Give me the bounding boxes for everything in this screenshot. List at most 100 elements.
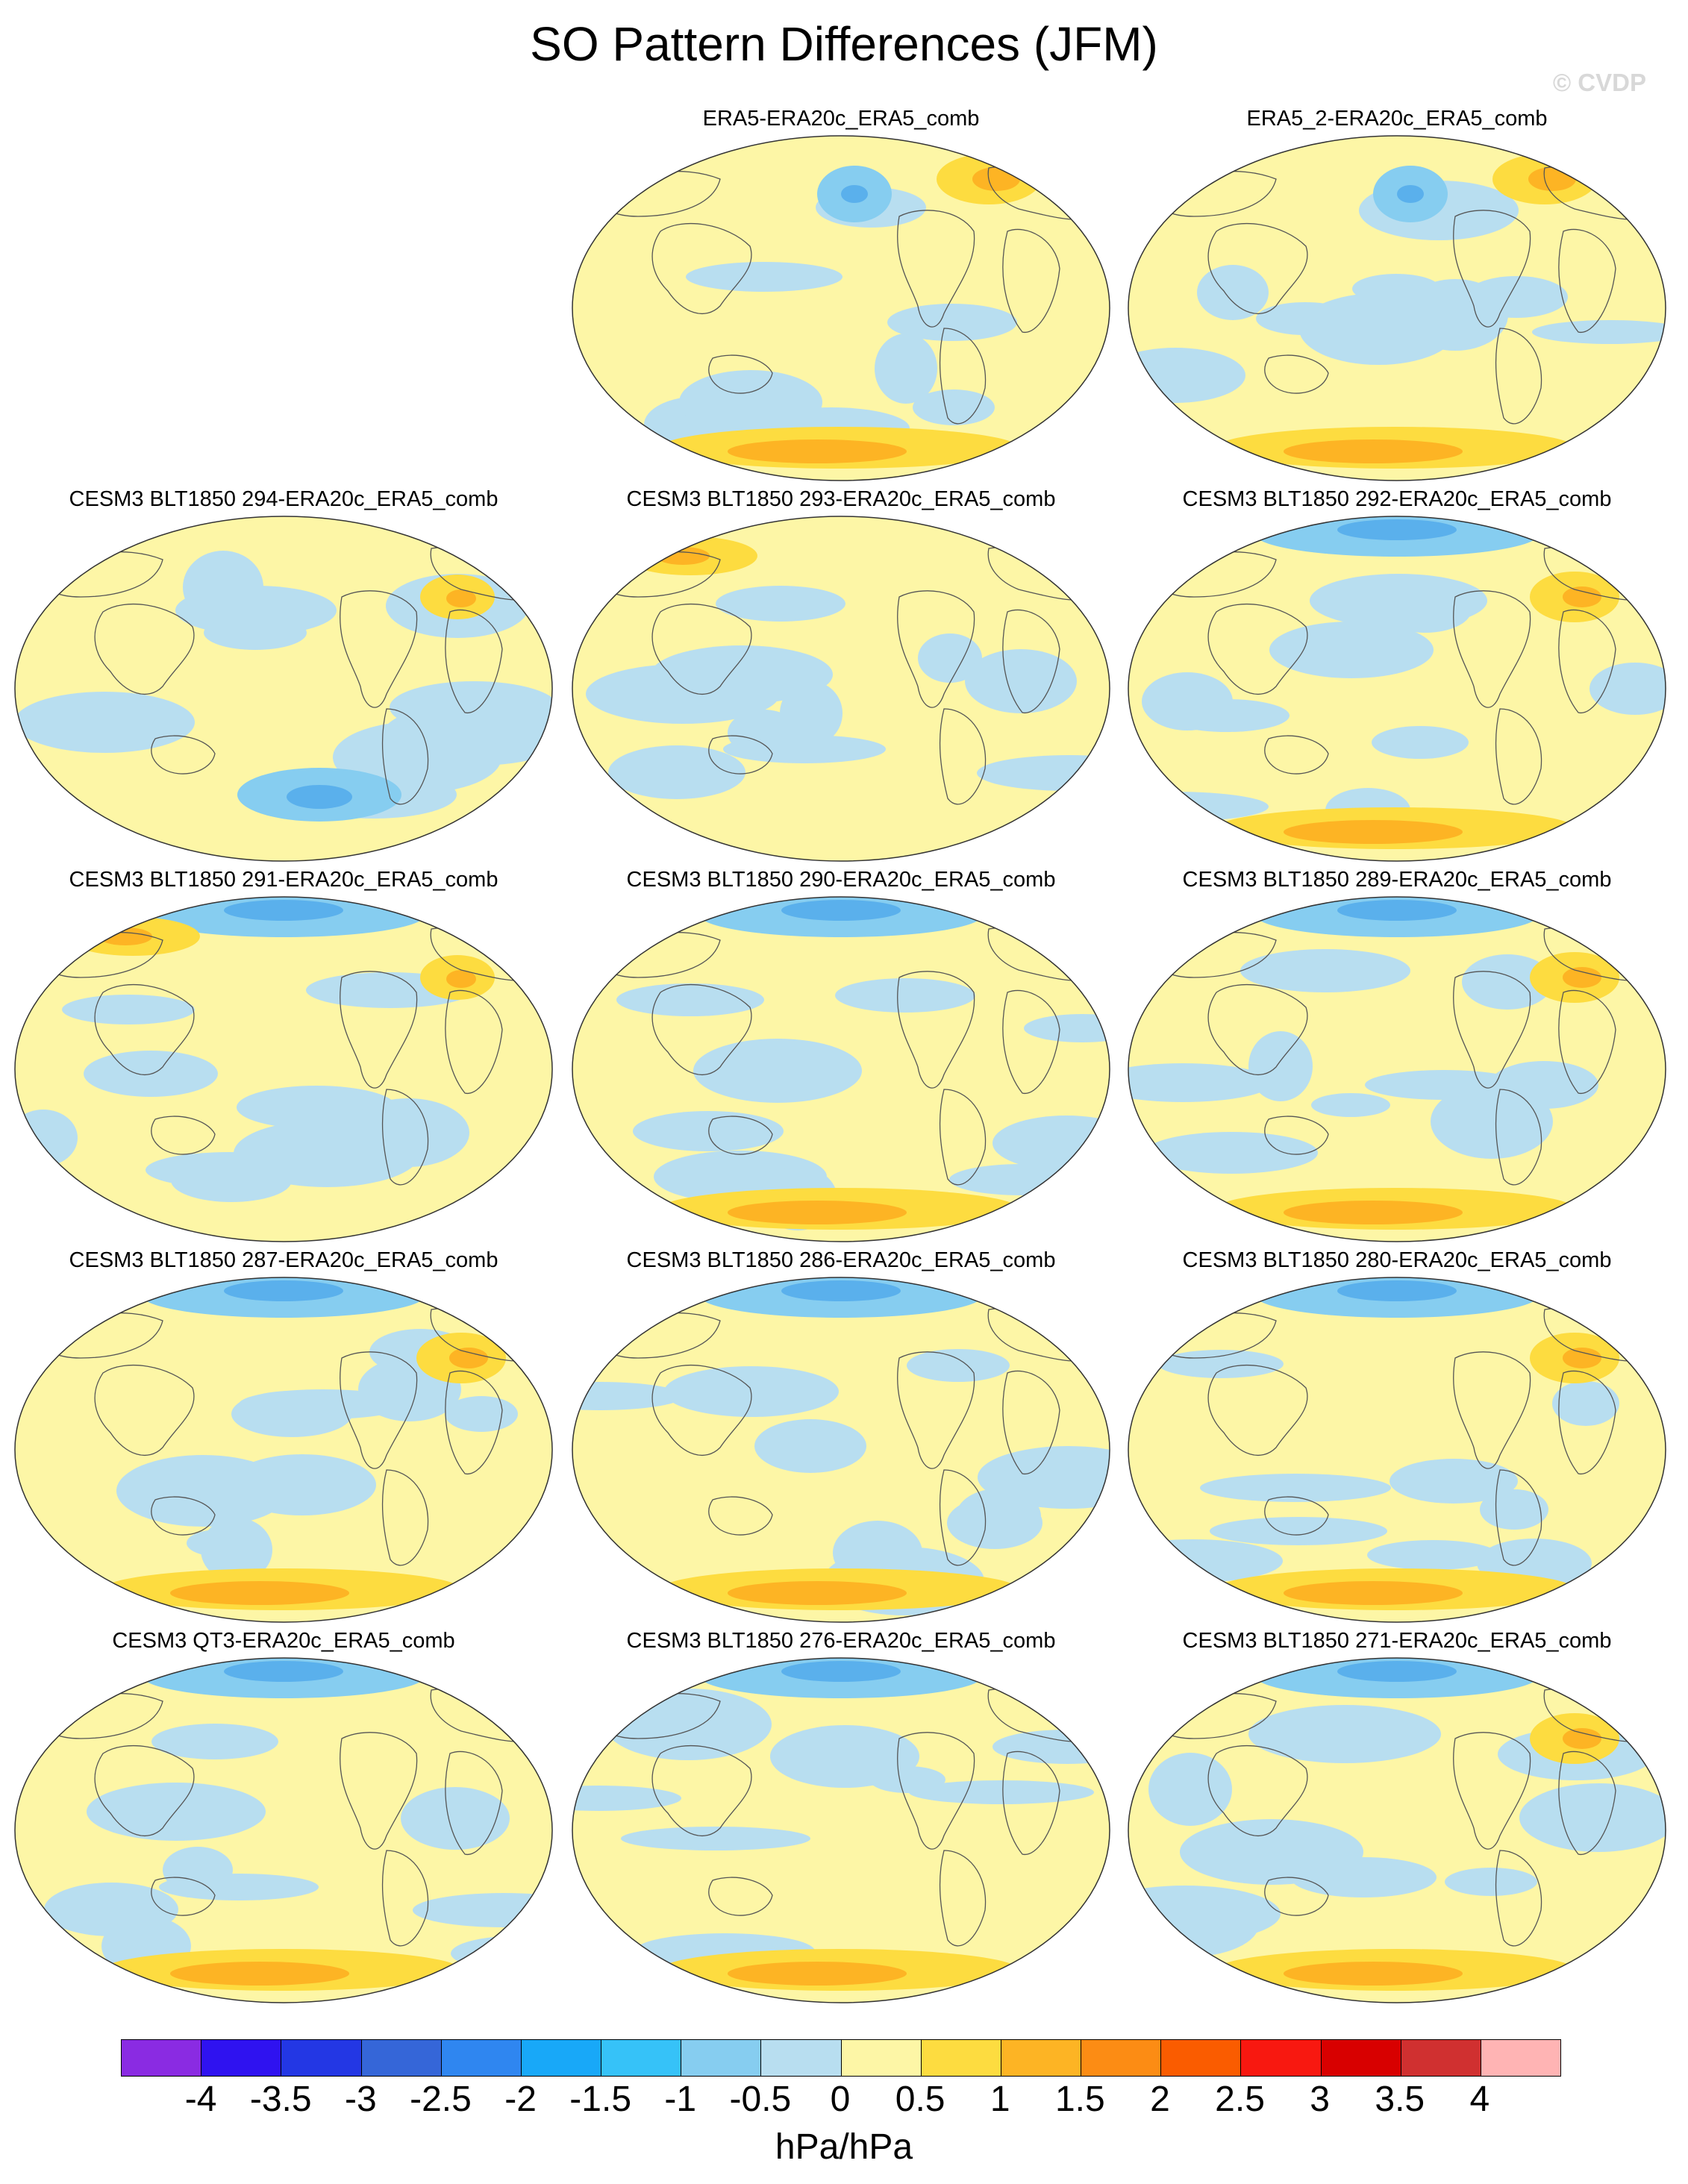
contour-region (1240, 949, 1410, 992)
colorbar (121, 2039, 1561, 2077)
map-outline (14, 516, 553, 862)
coastline (897, 1732, 975, 1850)
colorbar-tick-label: -3.5 (249, 2080, 312, 2119)
coastline (897, 971, 975, 1089)
coastline (340, 590, 418, 708)
coastline (939, 328, 987, 425)
coastline (1002, 609, 1060, 713)
colorbar-tick-label: -2.5 (410, 2080, 472, 2119)
robinson-map (14, 1277, 553, 1623)
robinson-map (572, 1657, 1110, 2003)
contour-region (1563, 586, 1601, 607)
panel-title: CESM3 BLT1850 290-ERA20c_ERA5_comb (626, 868, 1056, 892)
contour-region (835, 978, 975, 1013)
contour-region (446, 970, 476, 988)
contour-region (949, 1164, 1095, 1195)
colorbar-box (1001, 2040, 1082, 2076)
colorbar-box (521, 2040, 602, 2076)
colorbar-box (1241, 2040, 1322, 2076)
coastline (94, 603, 195, 695)
coastline (1495, 1089, 1542, 1186)
coastline (1495, 708, 1542, 805)
coastline (445, 989, 503, 1094)
coastline (651, 1364, 752, 1456)
contour-region (1210, 1517, 1387, 1545)
contour-region (1337, 1280, 1457, 1301)
coastline (1558, 1370, 1616, 1474)
coastline (151, 1877, 216, 1916)
contour-region (1337, 519, 1457, 540)
coastline (708, 735, 773, 775)
colorbar-tick-label: -4 (184, 2080, 217, 2119)
panel-title: CESM3 BLT1850 286-ERA20c_ERA5_comb (626, 1248, 1056, 1272)
colorbar-box (361, 2040, 442, 2076)
robinson-map (572, 135, 1110, 481)
contour-region (1489, 1061, 1598, 1109)
contour-region (875, 334, 937, 404)
coastline (445, 609, 503, 713)
contour-region (1164, 699, 1290, 732)
robinson-map (14, 1657, 553, 2003)
contour-region (1445, 1868, 1537, 1896)
contour-region (586, 664, 780, 724)
contour-region (977, 755, 1110, 791)
coastline (1207, 1745, 1308, 1836)
map-panel: CESM3 BLT1850 290-ERA20c_ERA5_comb (563, 866, 1119, 1246)
coastline (1495, 1850, 1542, 1947)
contour-region (449, 1348, 488, 1368)
contour-region (572, 1938, 637, 1965)
coastline (1002, 989, 1060, 1094)
contour-region (1145, 1132, 1318, 1174)
coastline (1002, 1370, 1060, 1474)
map-panel: CESM3 BLT1850 291-ERA20c_ERA5_comb (6, 866, 561, 1246)
contour-region (224, 1280, 343, 1301)
contour-region (287, 785, 352, 809)
map-outline (14, 1657, 553, 2003)
colorbar-box (441, 2040, 522, 2076)
robinson-map (1128, 516, 1666, 862)
contour-region (633, 1111, 784, 1151)
map-panel: ERA5-ERA20c_ERA5_comb (563, 104, 1119, 485)
map-panel: CESM3 BLT1850 287-ERA20c_ERA5_comb (6, 1246, 561, 1627)
contour-region (1563, 1728, 1601, 1749)
contour-region (1390, 1459, 1518, 1504)
map-outline (1128, 1657, 1666, 2003)
map-outline (572, 1277, 1110, 1623)
coastline (151, 1116, 216, 1155)
map-panel: CESM3 BLT1850 271-ERA20c_ERA5_comb (1119, 1627, 1675, 2007)
coastline (651, 603, 752, 695)
colorbar-tick-label: -0.5 (729, 2080, 792, 2119)
map-outline (572, 896, 1110, 1242)
panel-title: CESM3 BLT1850 292-ERA20c_ERA5_comb (1182, 487, 1612, 511)
panel-title: ERA5_2-ERA20c_ERA5_comb (1246, 107, 1548, 131)
map-panel: CESM3 BLT1850 293-ERA20c_ERA5_comb (563, 485, 1119, 866)
robinson-map (572, 516, 1110, 862)
coastline (939, 1850, 987, 1947)
panel-title: CESM3 BLT1850 276-ERA20c_ERA5_comb (626, 1629, 1056, 1653)
robinson-map (14, 516, 553, 862)
contour-region (965, 649, 1077, 713)
contour-region (693, 1039, 862, 1103)
map-outline (1128, 516, 1666, 862)
coastline (445, 1750, 503, 1855)
colorbar-tick-label: 3.5 (1375, 2080, 1425, 2119)
colorbar-box (1161, 2040, 1242, 2076)
contour-region (572, 1382, 684, 1410)
coastline (1207, 603, 1308, 695)
robinson-map (1128, 135, 1666, 481)
coastline (94, 983, 195, 1075)
contour-region (224, 900, 343, 921)
robinson-map (1128, 1657, 1666, 2003)
coastline (1002, 228, 1060, 333)
coastline (708, 1877, 773, 1916)
contour-region (572, 1786, 681, 1811)
contour-region (1248, 1031, 1313, 1101)
contour-region (1284, 439, 1463, 463)
figure-title: SO Pattern Differences (JFM) (530, 17, 1158, 71)
contour-region (1337, 1661, 1457, 1682)
map-outline (1128, 1277, 1666, 1623)
coastline (1264, 1116, 1329, 1155)
contour-region (1337, 900, 1457, 921)
cvdp-watermark: © CVDP (1552, 69, 1646, 96)
coastline (1453, 590, 1531, 708)
